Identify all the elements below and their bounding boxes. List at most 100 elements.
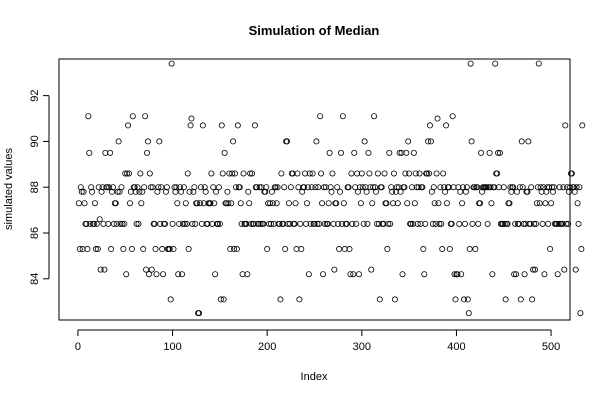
data-point [218,122,225,129]
data-point [507,184,514,191]
data-point [560,184,567,191]
data-point [516,184,523,191]
data-point [347,271,354,278]
data-point [449,113,456,120]
data-point [463,184,470,191]
data-point [228,200,235,207]
data-point [426,122,433,129]
data-point [303,200,310,207]
data-point [83,220,90,227]
data-point [335,220,342,227]
data-point [188,115,195,122]
data-point [95,184,102,191]
data-point [157,220,164,227]
data-point [572,266,579,273]
data-point [396,149,403,156]
data-point [539,220,546,227]
data-point [465,310,472,317]
data-point [384,246,391,253]
data-point [534,184,541,191]
x-tick-label: 300 [353,341,371,353]
data-point [234,122,241,129]
data-point [510,184,517,191]
data-point [389,188,396,195]
data-point [443,122,450,129]
data-point [458,271,465,278]
data-point [154,188,161,195]
data-point [336,246,343,253]
data-point [566,188,573,195]
data-point [128,246,135,253]
data-point [502,296,509,303]
data-point [163,184,170,191]
data-point [413,184,420,191]
data-point [273,200,280,207]
data-point [198,220,205,227]
data-point [87,220,94,227]
data-point [383,200,390,207]
data-point [487,184,494,191]
data-point [496,149,503,156]
data-point [190,188,197,195]
data-point [269,200,276,207]
data-point [529,296,536,303]
data-point [343,220,350,227]
data-point [434,115,441,122]
data-point [420,246,427,253]
data-point [340,200,347,207]
data-point [499,220,506,227]
data-point [267,220,274,227]
data-point [317,113,324,120]
data-point [96,216,103,223]
data-point [355,271,362,278]
data-point [550,184,557,191]
data-point [549,188,556,195]
data-point [113,220,120,227]
data-point [357,200,364,207]
data-point [363,188,370,195]
data-point [293,246,300,253]
data-point [123,271,130,278]
data-point [337,149,344,156]
data-point [171,184,178,191]
data-point [215,184,222,191]
data-point [319,200,326,207]
data-point [109,184,116,191]
x-tick-label: 500 [542,341,560,353]
data-point [117,220,124,227]
data-point [176,220,183,227]
data-point [86,149,93,156]
data-point [93,220,100,227]
data-point [393,184,400,191]
data-point [327,184,334,191]
data-point [556,184,563,191]
data-point [549,184,556,191]
data-point [532,220,539,227]
data-point [390,170,397,177]
data-point [373,188,380,195]
data-point [251,122,258,129]
data-point [119,220,126,227]
data-point [302,170,309,177]
data-point [213,188,220,195]
data-point [329,170,336,177]
y-tick-label: 90 [29,135,41,147]
data-point [81,200,88,207]
data-point [263,184,270,191]
data-point [148,266,155,273]
data-point [408,184,415,191]
data-point [515,220,522,227]
data-point [298,246,305,253]
data-point [158,184,165,191]
data-point [527,220,534,227]
data-point [320,184,327,191]
data-point [297,220,304,227]
data-point [144,138,151,145]
data-point [131,184,138,191]
data-point [448,220,455,227]
data-point [422,220,429,227]
data-point [76,246,83,253]
data-point [309,170,316,177]
data-point [89,188,96,195]
data-point [394,200,401,207]
